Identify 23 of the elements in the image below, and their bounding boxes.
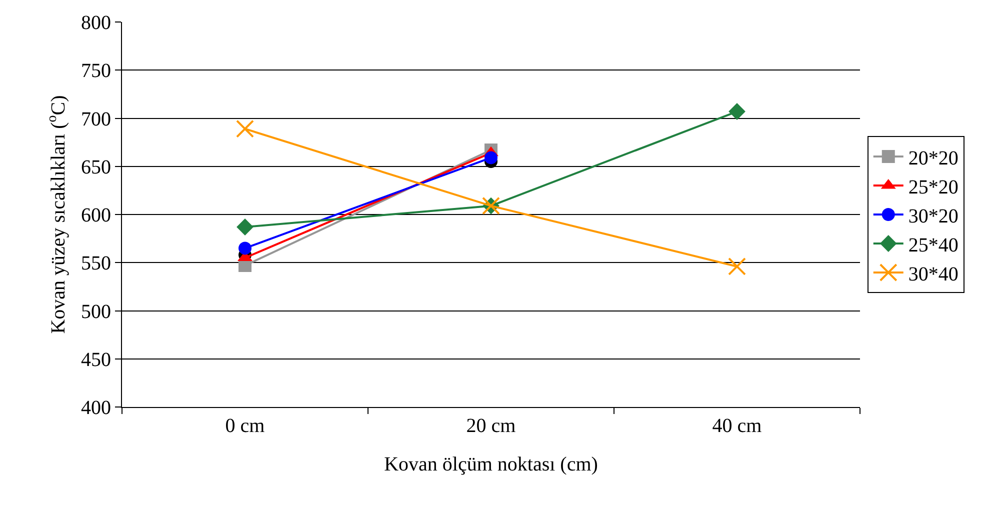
legend-label: 25*20 bbox=[908, 176, 958, 198]
point bbox=[236, 218, 254, 236]
x-axis-title: Kovan ölçüm noktası (cm) bbox=[384, 454, 598, 476]
x-tick-label: 40 cm bbox=[712, 415, 762, 437]
point bbox=[728, 257, 746, 276]
y-tick-label: 600 bbox=[81, 204, 111, 226]
y-tick-label: 800 bbox=[81, 12, 111, 34]
legend-label: 30*40 bbox=[908, 263, 958, 286]
y-tick-label: 450 bbox=[81, 348, 111, 371]
y-tick-label: 400 bbox=[81, 397, 111, 419]
y-tick-label: 650 bbox=[81, 156, 111, 178]
point bbox=[238, 242, 252, 255]
y-tick-label: 750 bbox=[81, 60, 111, 82]
point bbox=[728, 103, 746, 120]
legend-label: 30*20 bbox=[908, 205, 958, 228]
y-tick-label: 500 bbox=[81, 300, 111, 323]
point bbox=[236, 120, 254, 138]
x-tick-label: 0 cm bbox=[225, 415, 266, 437]
y-tick-label: 700 bbox=[81, 108, 111, 130]
legend-label: 20*20 bbox=[908, 147, 958, 170]
y-tick-label: 550 bbox=[81, 252, 111, 275]
x-tick-label: 20 cm bbox=[466, 415, 516, 437]
legend-label: 25*40 bbox=[908, 234, 958, 256]
